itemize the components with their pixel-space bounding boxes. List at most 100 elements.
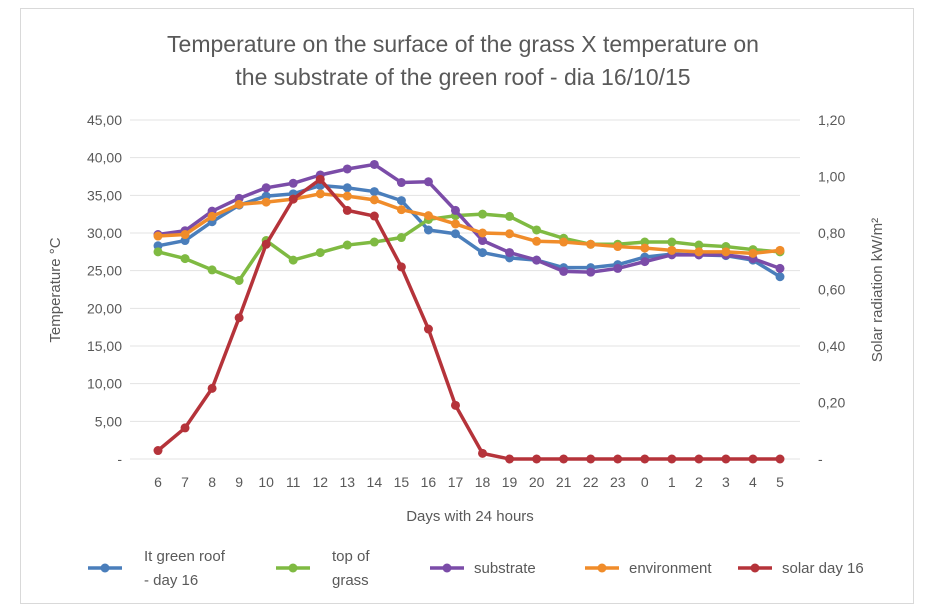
series-environment [153,189,785,258]
data-point [775,263,785,273]
data-point [478,236,488,246]
legend-label: environment [629,560,712,577]
series-line [156,177,780,461]
series-line [157,192,781,256]
x-tick-label: 17 [448,474,464,490]
data-point [748,454,758,464]
legend-marker [597,563,607,573]
data-point [207,211,217,221]
data-point [532,255,542,265]
series-top-of-grass [153,209,785,285]
data-point [261,239,271,249]
y-tick-label: - [117,451,122,467]
data-point [613,242,623,252]
y2-tick-label: - [818,451,823,467]
legend-marker [288,563,298,573]
data-point [450,229,460,239]
legend-label: grass [332,572,369,589]
y2-tick-label: 1,20 [818,112,845,128]
data-point [559,454,569,464]
x-tick-label: 7 [181,474,189,490]
y-tick-label: 35,00 [87,187,122,203]
y-tick-label: 20,00 [87,300,122,316]
data-point [369,211,379,221]
data-point [369,187,379,197]
y2-tick-label: 0,60 [818,282,845,298]
data-point [207,383,217,393]
data-point [694,454,704,464]
x-tick-label: 5 [776,474,784,490]
data-point [532,236,542,246]
y-tick-label: 25,00 [87,263,122,279]
legend-marker [100,563,110,573]
legend-label: It green roof [144,548,226,565]
legend-item: solar day 16 [738,560,864,577]
series-solar-day-16 [153,174,785,464]
x-tick-label: 4 [749,474,757,490]
data-point [423,324,433,334]
data-point [342,183,352,193]
data-point [559,266,569,276]
y2-tick-label: 0,40 [818,338,845,354]
data-point [640,243,650,253]
data-point [342,164,352,174]
data-point [342,191,352,201]
data-point [505,454,515,464]
data-point [234,275,244,285]
legend-item: substrate [430,560,536,577]
x-tick-label: 18 [475,474,491,490]
y-tick-label: 45,00 [87,112,122,128]
data-point [450,219,460,229]
x-tick-label: 22 [583,474,599,490]
data-point [180,230,190,240]
data-point [288,194,298,204]
chart-frame [20,8,914,604]
legend-item: environment [585,560,712,577]
legend-item: It green roof - day 16 [88,548,226,589]
series-substrate [153,159,785,277]
data-point [478,248,488,258]
data-point [207,265,217,275]
data-point [369,159,379,169]
data-point [396,262,406,272]
data-point [423,211,433,221]
legend-item: top of grass [276,548,370,589]
data-point [261,197,271,207]
data-point [694,247,704,257]
series-line [157,162,781,274]
series-line [157,212,781,283]
x-axis-label: Days with 24 hours [406,508,534,525]
y-tick-label: 40,00 [87,150,122,166]
data-point [667,245,677,255]
data-point [315,248,325,258]
data-point [613,454,623,464]
x-tick-label: 14 [367,474,383,490]
x-tick-label: 6 [154,474,162,490]
data-point [775,245,785,255]
x-tick-label: 16 [421,474,437,490]
legend-label: top of [332,548,370,565]
y-tick-label: 15,00 [87,338,122,354]
data-point [775,272,785,282]
data-point [640,454,650,464]
data-point [396,178,406,188]
data-point [532,225,542,235]
y2-axis-label: Solar radiation kW/m² [869,218,886,362]
data-point [559,237,569,247]
data-point [153,247,163,257]
x-tick-label: 0 [641,474,649,490]
data-point [288,255,298,265]
x-tick-label: 2 [695,474,703,490]
x-tick-label: 12 [312,474,328,490]
legend-label: substrate [474,560,536,577]
data-point [478,209,488,219]
legend-marker [750,563,760,573]
data-point [586,239,596,249]
data-point [153,231,163,241]
data-point [315,189,325,199]
data-point [342,240,352,250]
data-point [234,313,244,323]
data-point [396,233,406,243]
y-tick-label: 10,00 [87,376,122,392]
